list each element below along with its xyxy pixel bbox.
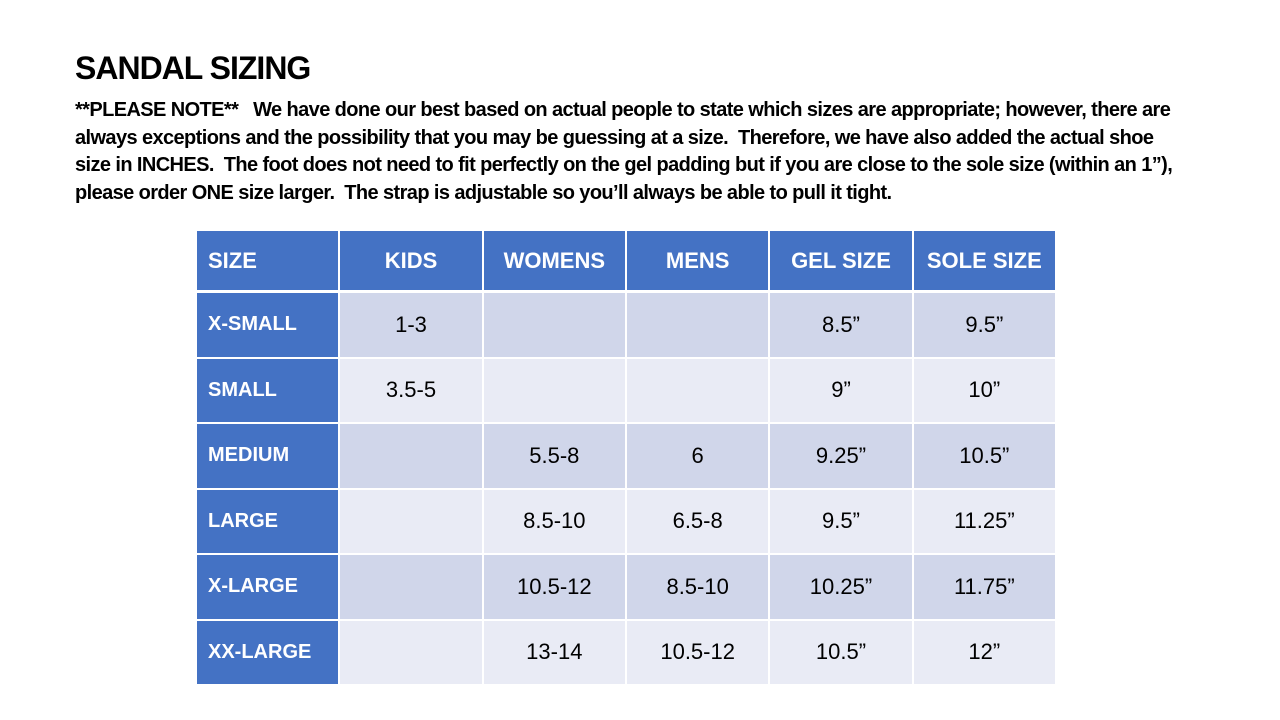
cell-kids: 3.5-5 bbox=[340, 358, 482, 422]
cell-womens: 10.5-12 bbox=[483, 555, 625, 619]
note-line: **PLEASE NOTE** We have done our best ba… bbox=[75, 99, 1171, 121]
cell-size: XX-LARGE bbox=[197, 620, 339, 684]
sizing-note: **PLEASE NOTE** We have done our best ba… bbox=[75, 97, 1173, 207]
cell-womens bbox=[483, 293, 625, 357]
cell-sole: 11.25” bbox=[913, 489, 1055, 553]
cell-gel: 10.5” bbox=[770, 620, 912, 684]
cell-mens bbox=[626, 293, 769, 357]
cell-sole: 11.75” bbox=[913, 555, 1055, 619]
table-row: X-LARGE 10.5-12 8.5-10 10.25” 11.75” bbox=[197, 555, 1055, 619]
note-line: size in INCHES. The foot does not need t… bbox=[75, 154, 1173, 176]
cell-womens: 8.5-10 bbox=[483, 489, 625, 553]
cell-sole: 10.5” bbox=[913, 424, 1055, 488]
sizing-table: SIZE KIDS WOMENS MENS GEL SIZE SOLE SIZE… bbox=[197, 231, 1055, 684]
cell-size: LARGE bbox=[197, 489, 339, 553]
page-title: SANDAL SIZING bbox=[75, 50, 311, 86]
cell-gel: 9.5” bbox=[770, 489, 912, 553]
table-row: MEDIUM 5.5-8 6 9.25” 10.5” bbox=[197, 424, 1055, 488]
cell-womens: 5.5-8 bbox=[483, 424, 625, 488]
header-gel-size: GEL SIZE bbox=[770, 231, 912, 290]
cell-sole: 12” bbox=[913, 620, 1055, 684]
table-header-row: SIZE KIDS WOMENS MENS GEL SIZE SOLE SIZE bbox=[197, 231, 1055, 290]
note-line: please order ONE size larger. The strap … bbox=[75, 181, 892, 204]
cell-sole: 10” bbox=[913, 358, 1055, 422]
table-row: XX-LARGE 13-14 10.5-12 10.5” 12” bbox=[197, 620, 1055, 684]
cell-mens: 6 bbox=[626, 424, 769, 488]
header-mens: MENS bbox=[626, 231, 769, 290]
cell-gel: 10.25” bbox=[770, 555, 912, 619]
cell-size: MEDIUM bbox=[197, 424, 339, 488]
cell-kids bbox=[340, 620, 482, 684]
note-line: always exceptions and the possibility th… bbox=[75, 126, 1154, 149]
header-size: SIZE bbox=[197, 231, 339, 290]
cell-kids bbox=[340, 555, 482, 619]
cell-sole: 9.5” bbox=[913, 293, 1055, 357]
cell-size: X-LARGE bbox=[197, 555, 339, 619]
cell-mens: 8.5-10 bbox=[626, 555, 769, 619]
cell-kids: 1-3 bbox=[340, 293, 482, 357]
cell-womens: 13-14 bbox=[483, 620, 625, 684]
table-row: X-SMALL 1-3 8.5” 9.5” bbox=[197, 293, 1055, 357]
cell-size: SMALL bbox=[197, 358, 339, 422]
cell-gel: 9” bbox=[770, 358, 912, 422]
header-kids: KIDS bbox=[340, 231, 482, 290]
cell-gel: 8.5” bbox=[770, 293, 912, 357]
header-sole-size: SOLE SIZE bbox=[913, 231, 1055, 290]
table-body: X-SMALL 1-3 8.5” 9.5” SMALL 3.5-5 9” 10”… bbox=[197, 293, 1055, 684]
header-womens: WOMENS bbox=[483, 231, 625, 290]
cell-size: X-SMALL bbox=[197, 293, 339, 357]
table-row: SMALL 3.5-5 9” 10” bbox=[197, 358, 1055, 422]
cell-kids bbox=[340, 489, 482, 553]
cell-mens: 10.5-12 bbox=[626, 620, 769, 684]
cell-gel: 9.25” bbox=[770, 424, 912, 488]
table-row: LARGE 8.5-10 6.5-8 9.5” 11.25” bbox=[197, 489, 1055, 553]
cell-mens: 6.5-8 bbox=[626, 489, 769, 553]
cell-kids bbox=[340, 424, 482, 488]
cell-mens bbox=[626, 358, 769, 422]
cell-womens bbox=[483, 358, 625, 422]
